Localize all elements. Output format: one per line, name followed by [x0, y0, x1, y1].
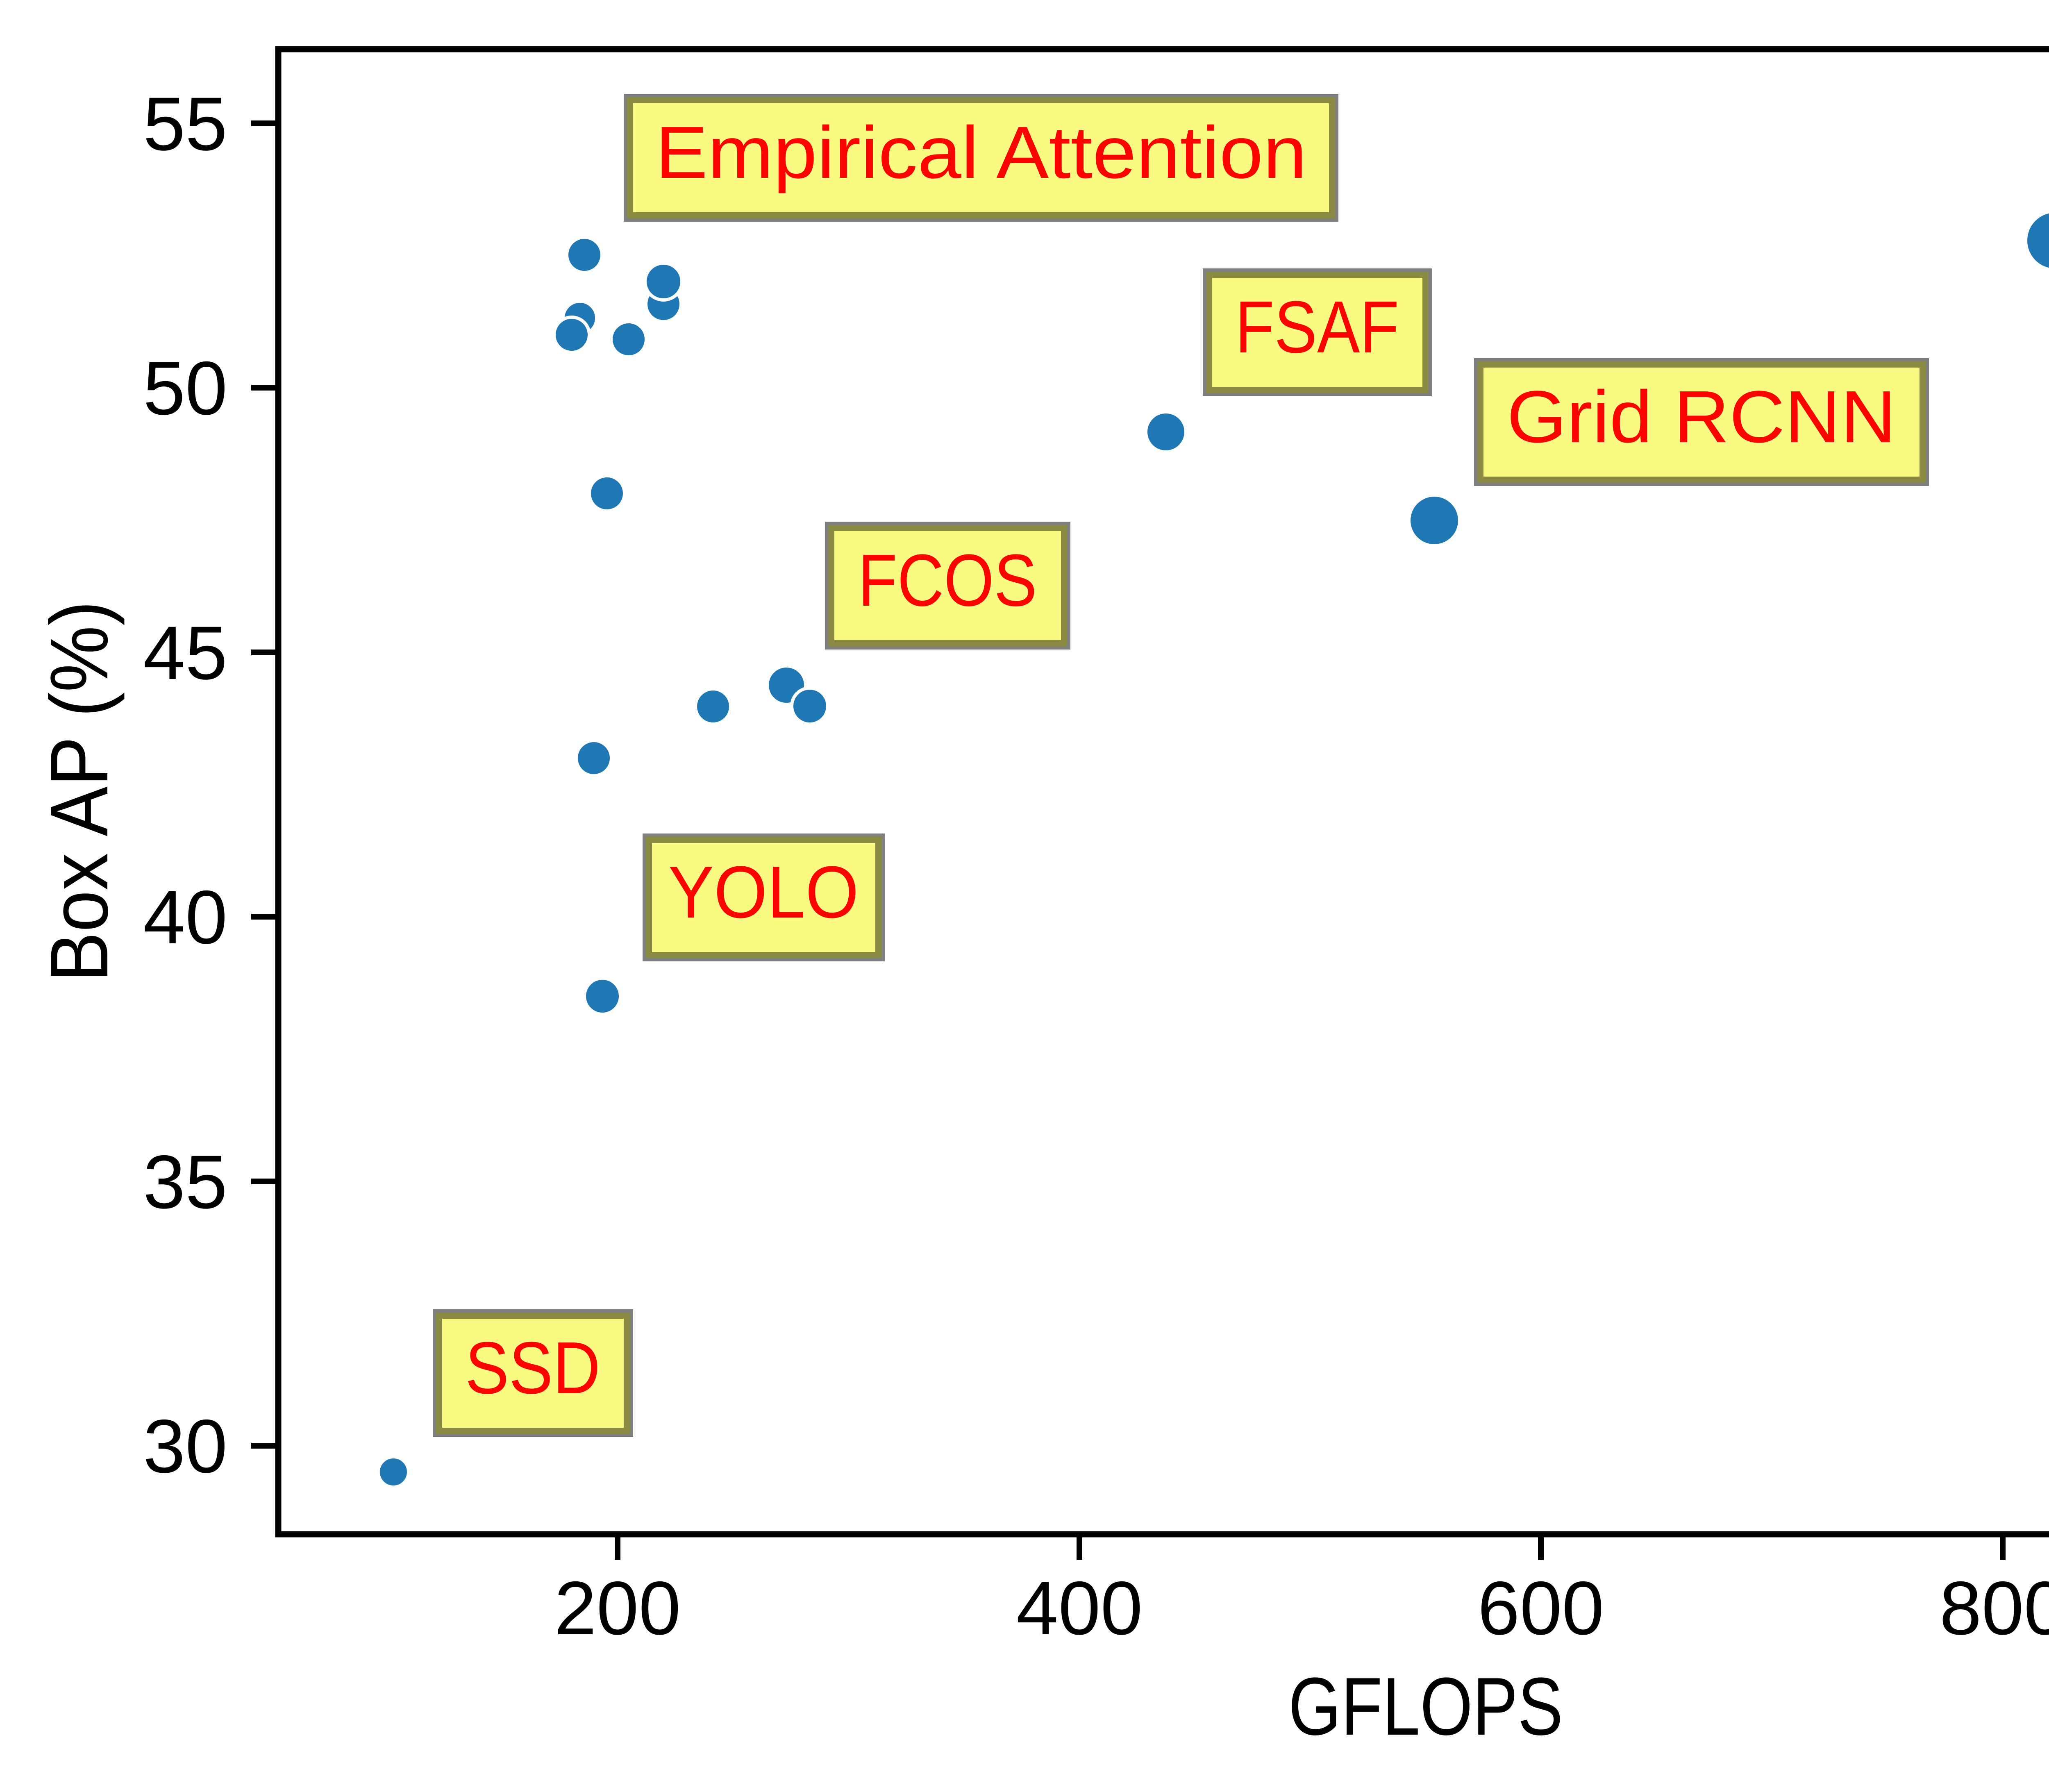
- svg-text:Empirical Attention: Empirical Attention: [655, 111, 1307, 194]
- svg-text:200: 200: [554, 1566, 681, 1651]
- svg-text:30: 30: [143, 1404, 227, 1489]
- svg-text:40: 40: [143, 875, 227, 960]
- svg-text:Grid RCNN: Grid RCNN: [1507, 376, 1896, 458]
- svg-text:GFLOPS: GFLOPS: [1288, 1661, 1563, 1752]
- svg-text:800: 800: [1940, 1566, 2049, 1651]
- svg-text:400: 400: [1016, 1566, 1143, 1651]
- svg-text:FCOS: FCOS: [858, 539, 1037, 622]
- svg-text:45: 45: [143, 611, 227, 695]
- svg-text:FSAF: FSAF: [1235, 286, 1399, 368]
- svg-text:SSD: SSD: [465, 1327, 600, 1409]
- svg-text:35: 35: [143, 1140, 227, 1224]
- svg-text:50: 50: [143, 346, 227, 431]
- svg-text:Box AP (%): Box AP (%): [34, 601, 125, 982]
- svg-text:55: 55: [143, 82, 227, 166]
- svg-text:YOLO: YOLO: [668, 851, 859, 933]
- svg-text:600: 600: [1478, 1566, 1604, 1651]
